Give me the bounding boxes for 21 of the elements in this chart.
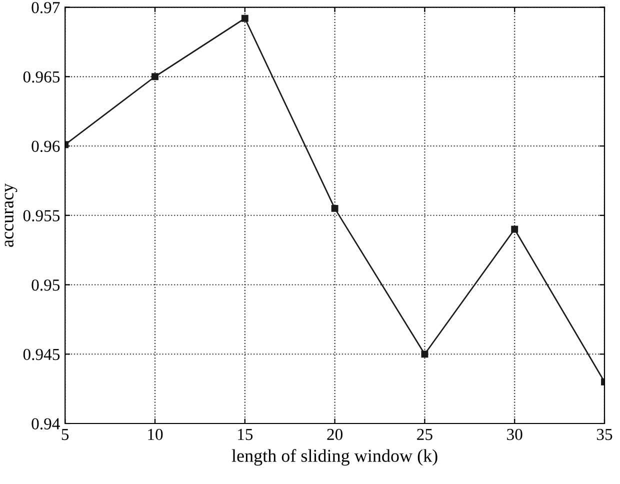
x-tick-label: 5 <box>62 429 69 440</box>
point <box>152 73 158 80</box>
y-tick-label: 0.95 <box>32 279 60 291</box>
point <box>421 350 428 358</box>
y-tick-label: 0.945 <box>23 348 60 360</box>
x-axis-title: length of sliding window (k) <box>232 449 438 466</box>
point <box>511 226 518 233</box>
x-tick-label: 15 <box>238 428 253 440</box>
y-tick-label: 0.965 <box>23 71 60 83</box>
y-tick-label: 0.96 <box>32 140 60 152</box>
point <box>331 204 338 212</box>
point <box>241 14 248 22</box>
x-tick-label: 30 <box>507 428 522 440</box>
y-axis-title: accuracy <box>4 183 18 247</box>
x-tick-label: 10 <box>148 428 163 440</box>
y-tick-label: 0.97 <box>32 2 60 14</box>
x-tick-label: 35 <box>596 428 612 440</box>
y-tick-label: 0.94 <box>32 418 60 430</box>
x-tick-label: 25 <box>417 428 432 440</box>
y-tick-label: 0.955 <box>23 210 60 222</box>
x-tick-label: 20 <box>327 428 342 440</box>
